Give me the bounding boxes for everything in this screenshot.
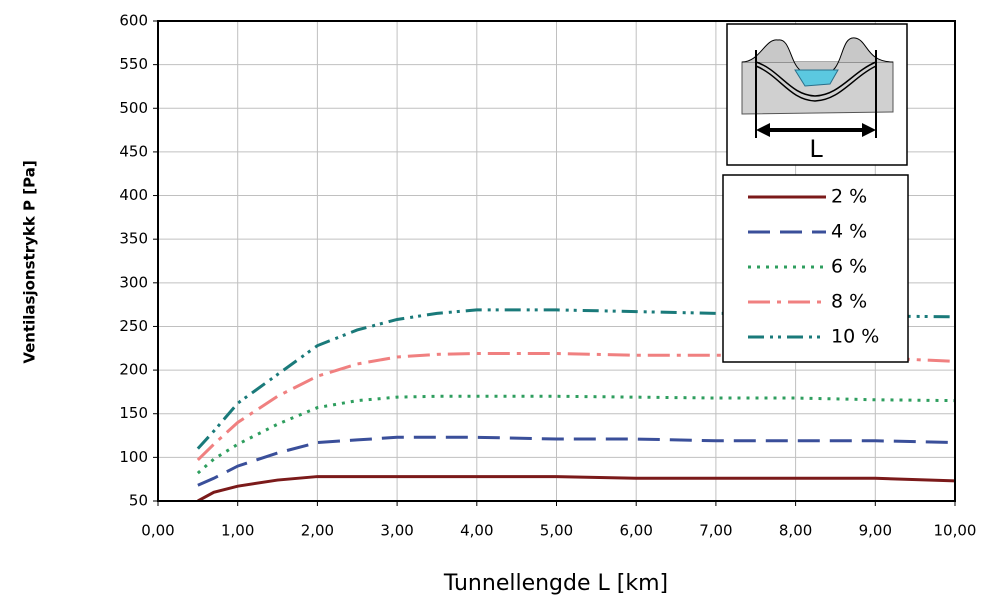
y-tick-label: 500 [119, 99, 148, 117]
y-axis-label: Ventilasjonstrykk P [Pa] [21, 160, 39, 363]
water [794, 69, 839, 87]
x-tick-label: 5,00 [540, 522, 573, 540]
y-tick-label: 300 [119, 273, 148, 291]
legend-label: 10 % [831, 326, 879, 348]
series-line [196, 352, 955, 462]
inset-label: L [809, 135, 823, 163]
y-tick-label: 100 [119, 448, 148, 466]
x-tick-label: 9,00 [859, 522, 892, 540]
x-axis-label: Tunnellengde L [km] [443, 571, 668, 596]
legend-label: 8 % [831, 291, 867, 313]
x-tick-label: 8,00 [779, 522, 812, 540]
arrowheads [756, 123, 876, 137]
x-tick-label: 7,00 [699, 522, 732, 540]
legend-label: 4 % [831, 221, 867, 243]
y-tick-label: 50 [129, 492, 148, 510]
y-tick-label: 600 [119, 12, 148, 30]
series-line [197, 435, 955, 487]
inset-diagram: L [726, 23, 908, 166]
legend-label: 2 % [831, 186, 867, 208]
plot-border [157, 20, 956, 502]
y-tick-label: 550 [119, 55, 148, 73]
x-tick-label: 10,00 [934, 522, 977, 540]
y-tick-label: 450 [119, 142, 148, 160]
series-line [196, 394, 955, 475]
y-tick-label: 150 [119, 404, 148, 422]
x-tick-label: 6,00 [619, 522, 652, 540]
legend-box [722, 174, 909, 363]
legend: 2 % 4 % 6 % 8 % 10 % [748, 186, 879, 348]
series-line [197, 475, 955, 501]
y-tick-label: 350 [119, 230, 148, 248]
x-tick-label: 4,00 [460, 522, 493, 540]
y-tick-label: 200 [119, 361, 148, 379]
tunnel [755, 61, 877, 97]
x-tick-label: 0,00 [141, 522, 174, 540]
y-tick-label: 250 [119, 317, 148, 335]
legend-label: 6 % [831, 256, 867, 278]
y-tick-label: 400 [119, 186, 148, 204]
x-tick-label: 2,00 [301, 522, 334, 540]
x-tick-label: 1,00 [221, 522, 254, 540]
x-tick-label: 3,00 [380, 522, 413, 540]
tunnel [755, 65, 877, 102]
